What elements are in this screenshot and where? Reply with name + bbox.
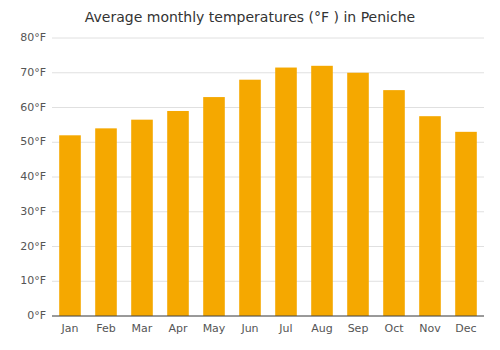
bar (383, 90, 405, 316)
bar (455, 132, 477, 316)
chart-container: 0°F 10°F 20°F 30°F 40°F 50°F 60°F 70°F 80°F Jan Fe… (0, 0, 500, 350)
y-tick-label: 0°F (27, 309, 46, 322)
grid-line (52, 107, 484, 108)
grid (52, 38, 484, 316)
y-tick-label: 70°F (20, 66, 46, 79)
bar (59, 135, 81, 316)
x-tick-label: Oct (384, 322, 404, 335)
x-tick-label: Jun (240, 322, 258, 335)
y-tick-label: 10°F (20, 274, 46, 287)
x-tick-label: Aug (311, 322, 332, 335)
bar (95, 128, 117, 316)
y-axis: 0°F 10°F 20°F 30°F 40°F 50°F 60°F 70°F 80°F (20, 31, 46, 322)
x-tick-label: Apr (168, 322, 188, 335)
bar (275, 68, 297, 316)
grid-line (52, 316, 484, 317)
x-tick-label: Sep (348, 322, 369, 335)
bar (131, 120, 153, 316)
x-tick-label: Mar (132, 322, 153, 335)
y-tick-label: 60°F (20, 101, 46, 114)
title: Average monthly temperatures (°F ) in Pe… (85, 9, 415, 25)
bar (419, 116, 441, 316)
bar (347, 73, 369, 316)
x-tick-label: May (203, 322, 226, 335)
chart: 0°F 10°F 20°F 30°F 40°F 50°F 60°F 70°F 80°F Jan Fe… (0, 0, 500, 350)
y-tick-label: 80°F (20, 31, 46, 44)
grid-line (52, 38, 484, 39)
bar (239, 80, 261, 316)
bar (311, 66, 333, 316)
bar (203, 97, 225, 316)
y-tick-label: 40°F (20, 170, 46, 183)
x-tick-label: Jul (278, 322, 292, 335)
bar (167, 111, 189, 316)
x-tick-label: Jan (61, 322, 79, 335)
x-tick-label: Nov (419, 322, 441, 335)
x-axis: Jan Feb Mar Apr May Jun Jul Aug Sep Oct Nov Dec (52, 316, 484, 335)
y-tick-label: 30°F (20, 205, 46, 218)
bars (59, 66, 477, 316)
x-tick-label: Dec (455, 322, 476, 335)
y-tick-label: 20°F (20, 240, 46, 253)
x-tick-label: Feb (96, 322, 115, 335)
y-tick-label: 50°F (20, 135, 46, 148)
x-axis-line (52, 316, 484, 317)
grid-line (52, 72, 484, 73)
